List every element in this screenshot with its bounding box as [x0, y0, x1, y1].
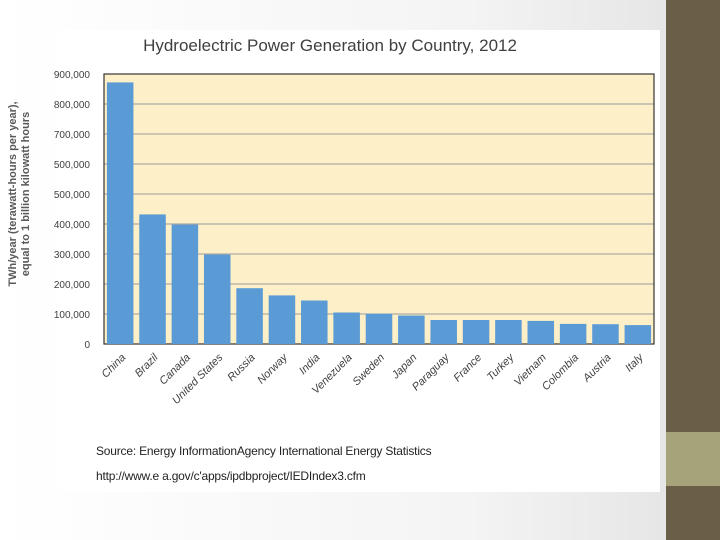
- bar-colombia: [559, 323, 587, 344]
- y-tick-label: 500,000: [54, 160, 91, 171]
- y-tick-label: 100,000: [54, 310, 91, 321]
- y-tick-label: 300,000: [54, 250, 91, 261]
- bar-austria: [592, 324, 619, 344]
- bar-vietnam: [527, 320, 555, 344]
- x-tick-label: Norway: [255, 351, 291, 387]
- bar-norway: [268, 295, 296, 344]
- chart-title: Hydroelectric Power Generation by Countr…: [143, 36, 517, 55]
- bar-india: [301, 300, 328, 344]
- source-url[interactable]: http://www.e a.gov/c'apps/ipdbproject/IE…: [96, 469, 366, 483]
- y-tick-label: 400,000: [54, 220, 91, 231]
- bar-italy: [624, 325, 652, 344]
- x-tick-label: Paraguay: [410, 351, 453, 394]
- y-tick-label: 900,000: [54, 70, 91, 81]
- bar-france: [462, 320, 490, 344]
- bar-russia: [236, 288, 263, 344]
- y-tick-label: 500,000: [54, 190, 91, 201]
- bar-chart: 0 100,000 200,000 300,000 400,000 500,000 500,…: [54, 70, 655, 407]
- bar-china: [106, 82, 134, 345]
- y-tick-label: 0: [84, 340, 90, 351]
- y-tick-label: 800,000: [54, 100, 91, 111]
- bar-turkey: [495, 320, 522, 344]
- bar-brazil: [139, 214, 166, 344]
- x-tick-label: Austria: [580, 352, 613, 385]
- x-tick-label: Italy: [623, 351, 647, 375]
- x-tick-label: India: [297, 352, 322, 377]
- x-tick-label: Russia: [225, 352, 257, 384]
- x-tick-label: Japan: [389, 352, 419, 382]
- x-tick-label: Brazil: [133, 351, 161, 379]
- side-accent: [666, 432, 720, 486]
- bar-paraguay: [430, 320, 457, 344]
- bar-united-states: [203, 254, 231, 344]
- bar-venezuela: [333, 312, 360, 344]
- source-line: Source: Energy InformationAgency Interna…: [96, 444, 432, 458]
- bar-canada: [171, 224, 199, 344]
- bar-japan: [398, 315, 425, 344]
- x-tick-label: China: [99, 352, 128, 381]
- bar-sweden: [365, 313, 393, 344]
- x-tick-label: Sweden: [351, 352, 388, 389]
- y-tick-label: 700,000: [54, 130, 91, 141]
- x-tick-label: France: [451, 352, 484, 385]
- y-tick-label: 200,000: [54, 280, 91, 291]
